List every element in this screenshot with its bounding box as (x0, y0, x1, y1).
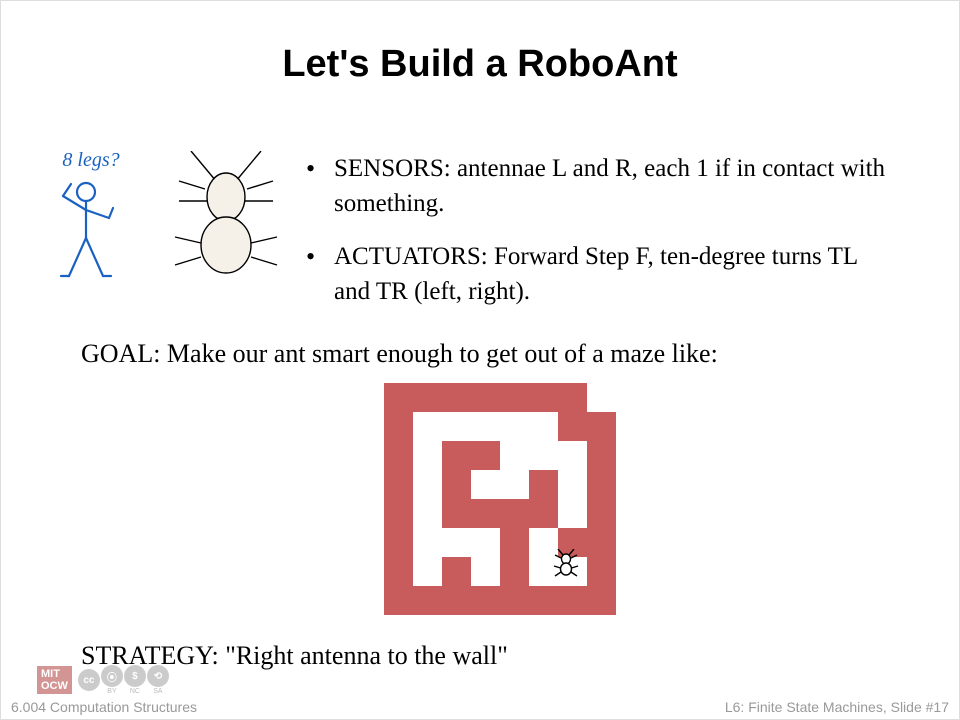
maze-wall-cell (442, 499, 471, 528)
maze-wall-cell (587, 412, 616, 441)
maze-wall-cell (442, 441, 471, 470)
logos: MITOCW cc ⦿BY $NC ⟲SA (37, 665, 169, 695)
maze-wall-cell (587, 586, 616, 615)
footer-left: 6.004 Computation Structures (11, 699, 197, 715)
bullet-actuators: ACTUATORS: Forward Step F, ten-degree tu… (306, 239, 899, 309)
maze-wall-cell (500, 383, 529, 412)
maze-wall-cell (384, 383, 413, 412)
maze-wall-cell (558, 383, 587, 412)
maze-wall-cell (413, 383, 442, 412)
maze-wall-cell (529, 499, 558, 528)
maze-wall-cell (587, 557, 616, 586)
maze-wall-cell (558, 412, 587, 441)
mit-ocw-logo: MITOCW (37, 666, 72, 694)
maze-wall-cell (500, 586, 529, 615)
maze-wall-cell (384, 528, 413, 557)
maze-wall-cell (471, 441, 500, 470)
top-content: 8 legs? (41, 141, 899, 327)
maze-wall-cell (500, 499, 529, 528)
stickman-caption: 8 legs? (41, 149, 141, 172)
maze-wall-cell (384, 557, 413, 586)
maze-wall-cell (384, 470, 413, 499)
maze-wall-cell (529, 586, 558, 615)
bullet-sensors: SENSORS: antennae L and R, each 1 if in … (306, 151, 899, 221)
maze-wall-cell (558, 586, 587, 615)
maze-wall-cell (384, 412, 413, 441)
maze-wall-cell (587, 470, 616, 499)
maze-wall-cell (442, 586, 471, 615)
maze-wall-cell (384, 586, 413, 615)
maze-wall-cell (529, 470, 558, 499)
footer-right: L6: Finite State Machines, Slide #17 (725, 699, 949, 715)
maze-wall-cell (384, 499, 413, 528)
stickman-block: 8 legs? (41, 149, 141, 291)
maze-wall-cell (500, 528, 529, 557)
goal-text: GOAL: Make our ant smart enough to get o… (81, 339, 718, 369)
maze-wall-cell (442, 470, 471, 499)
bullet-list: SENSORS: antennae L and R, each 1 if in … (306, 151, 899, 327)
stickman-icon (41, 176, 131, 286)
maze (384, 383, 616, 615)
maze-wall-cell (587, 528, 616, 557)
maze-wall-cell (471, 586, 500, 615)
maze-wall-cell (413, 586, 442, 615)
bug-icon (552, 549, 580, 577)
maze-wall-cell (442, 557, 471, 586)
maze-wall-cell (471, 499, 500, 528)
maze-wall-cell (471, 383, 500, 412)
maze-wall-cell (500, 557, 529, 586)
ant-diagram-icon (171, 151, 281, 301)
maze-wall-cell (529, 383, 558, 412)
slide-title: Let's Build a RoboAnt (1, 43, 959, 86)
footer: 6.004 Computation Structures L6: Finite … (11, 699, 949, 715)
maze-wall-cell (442, 383, 471, 412)
maze-wall-cell (587, 499, 616, 528)
maze-wall-cell (587, 441, 616, 470)
cc-logo: cc ⦿BY $NC ⟲SA (78, 665, 169, 695)
maze-wall-cell (384, 441, 413, 470)
